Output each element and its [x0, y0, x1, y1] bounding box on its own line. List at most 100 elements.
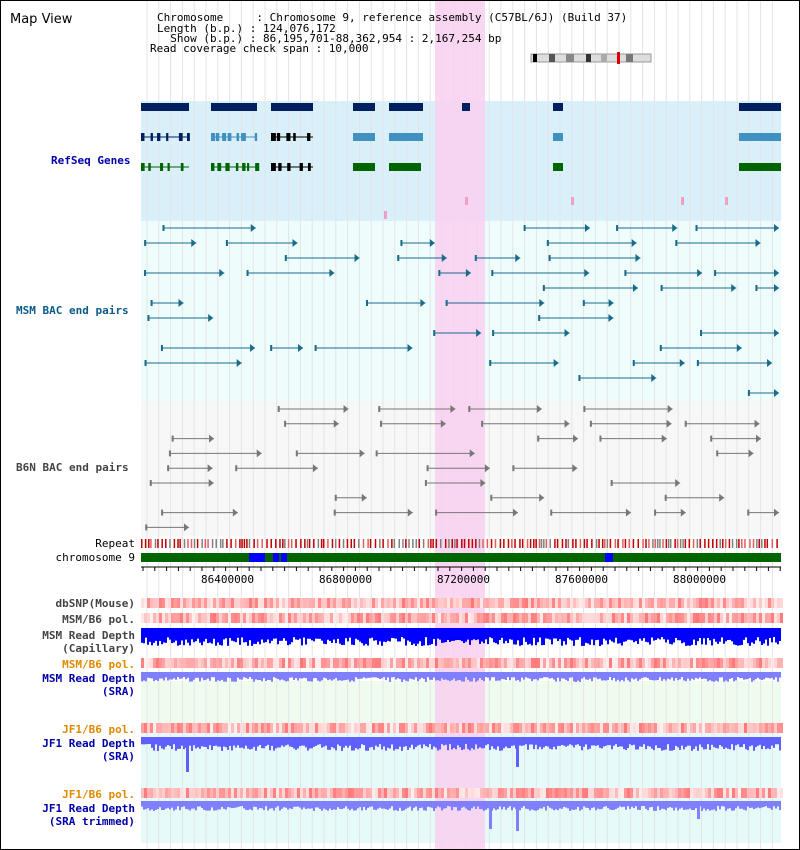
- read-depth-bar: [615, 672, 617, 682]
- read-depth-bar: [711, 801, 713, 810]
- repeat-mark: [207, 539, 209, 548]
- polymorphism-cell: [708, 723, 711, 733]
- read-depth-bar: [321, 737, 323, 748]
- read-depth-bar: [295, 801, 297, 807]
- polymorphism-cell: [687, 723, 690, 733]
- read-depth-bar: [207, 628, 209, 644]
- read-depth-bar: [613, 628, 615, 643]
- repeat-mark: [549, 539, 551, 548]
- polymorphism-cell: [501, 723, 504, 733]
- polymorphism-cell: [441, 788, 444, 798]
- polymorphism-cell: [288, 658, 291, 668]
- polymorphism-cell: [699, 598, 702, 608]
- read-depth-bar: [485, 628, 487, 640]
- polymorphism-cell: [600, 598, 603, 608]
- msm-b6-pol-sra-label[interactable]: MSM/B6 pol.: [62, 658, 135, 671]
- read-depth-bar: [665, 737, 667, 750]
- polymorphism-cell: [672, 788, 675, 798]
- read-depth-bar: [359, 672, 361, 679]
- polymorphism-cell: [180, 598, 183, 608]
- polymorphism-cell: [162, 723, 165, 733]
- polymorphism-cell: [222, 598, 225, 608]
- read-depth-bar: [699, 737, 701, 745]
- read-depth-bar: [393, 672, 395, 678]
- read-depth-bar: [323, 672, 325, 678]
- msm-read-depth-label[interactable]: MSM Read Depth: [42, 629, 135, 642]
- gene-block: [141, 103, 189, 111]
- polymorphism-cell: [537, 788, 540, 798]
- polymorphism-cell: [756, 723, 759, 733]
- read-depth-bar: [287, 672, 289, 682]
- msm-read-depth-sra-label[interactable]: MSM Read Depth: [42, 672, 135, 685]
- polymorphism-cell: [522, 723, 525, 733]
- read-depth-bar: [631, 672, 633, 679]
- read-depth-bar: [581, 672, 583, 679]
- repeat-mark: [308, 539, 311, 548]
- polymorphism-cell: [141, 723, 144, 733]
- polymorphism-cell: [678, 658, 681, 668]
- polymorphism-cell: [561, 613, 564, 623]
- b6n-bac-pair-end: [334, 494, 337, 501]
- polymorphism-cell: [525, 723, 528, 733]
- repeat-mark: [219, 539, 222, 548]
- polymorphism-cell: [546, 723, 549, 733]
- polymorphism-cell: [666, 613, 669, 623]
- jf1-read-depth-trim-label[interactable]: JF1 Read Depth: [42, 802, 135, 815]
- polymorphism-cell: [651, 723, 654, 733]
- read-depth-bar: [531, 628, 533, 646]
- read-depth-bar: [329, 672, 331, 680]
- repeat-mark: [367, 539, 369, 548]
- polymorphism-cell: [402, 788, 405, 798]
- jf1-read-depth-label[interactable]: JF1 Read Depth: [42, 737, 135, 750]
- polymorphism-cell: [441, 613, 444, 623]
- read-depth-bar: [395, 628, 397, 639]
- read-depth-bar: [491, 672, 493, 678]
- read-depth-bar: [483, 628, 485, 644]
- msm-bac-pair-end: [774, 389, 779, 397]
- read-depth-bar: [713, 672, 715, 682]
- polymorphism-cell: [282, 598, 285, 608]
- repeat-mark: [486, 539, 489, 548]
- read-depth-bar: [267, 737, 269, 745]
- polymorphism-cell: [210, 788, 213, 798]
- read-depth-bar: [643, 801, 645, 807]
- polymorphism-cell: [486, 788, 489, 798]
- read-depth-spike: [516, 801, 519, 831]
- repeat-mark: [764, 539, 766, 548]
- read-depth-bar: [661, 628, 663, 638]
- gene-block: [553, 163, 563, 171]
- repeat-mark: [398, 539, 401, 548]
- read-depth-bar: [405, 672, 407, 681]
- refseq-genes-label[interactable]: RefSeq Genes: [51, 154, 131, 167]
- msm-b6-pol-label[interactable]: MSM/B6 pol.: [62, 613, 135, 626]
- gene-model-exon: [286, 133, 291, 141]
- read-depth-bar: [243, 737, 245, 749]
- jf1-b6-pol-2-label[interactable]: JF1/B6 pol.: [62, 788, 135, 801]
- polymorphism-cell: [729, 788, 732, 798]
- read-depth-bar: [653, 737, 655, 751]
- polymorphism-cell: [471, 598, 474, 608]
- dbsnp-label[interactable]: dbSNP(Mouse): [55, 597, 135, 610]
- read-depth-bar: [451, 801, 453, 811]
- b6n-bac-label[interactable]: B6N BAC end pairs: [16, 461, 129, 474]
- polymorphism-cell: [723, 788, 726, 798]
- repeat-mark: [454, 539, 456, 548]
- polymorphism-cell: [360, 658, 363, 668]
- read-depth-bar: [617, 628, 619, 644]
- read-depth-bar: [235, 672, 237, 682]
- read-depth-bar: [231, 628, 233, 641]
- polymorphism-cell: [375, 658, 378, 668]
- jf1-b6-pol-label[interactable]: JF1/B6 pol.: [62, 723, 135, 736]
- repeat-mark: [444, 539, 447, 548]
- polymorphism-cell: [426, 788, 429, 798]
- polymorphism-cell: [546, 658, 549, 668]
- read-depth-bar: [357, 737, 359, 750]
- read-depth-bar: [637, 801, 639, 810]
- polymorphism-cell: [369, 723, 372, 733]
- read-depth-bar: [417, 628, 419, 644]
- read-depth-bar: [509, 672, 511, 681]
- polymorphism-cell: [234, 613, 237, 623]
- msm-bac-label[interactable]: MSM BAC end pairs: [16, 304, 129, 317]
- polymorphism-cell: [774, 598, 777, 608]
